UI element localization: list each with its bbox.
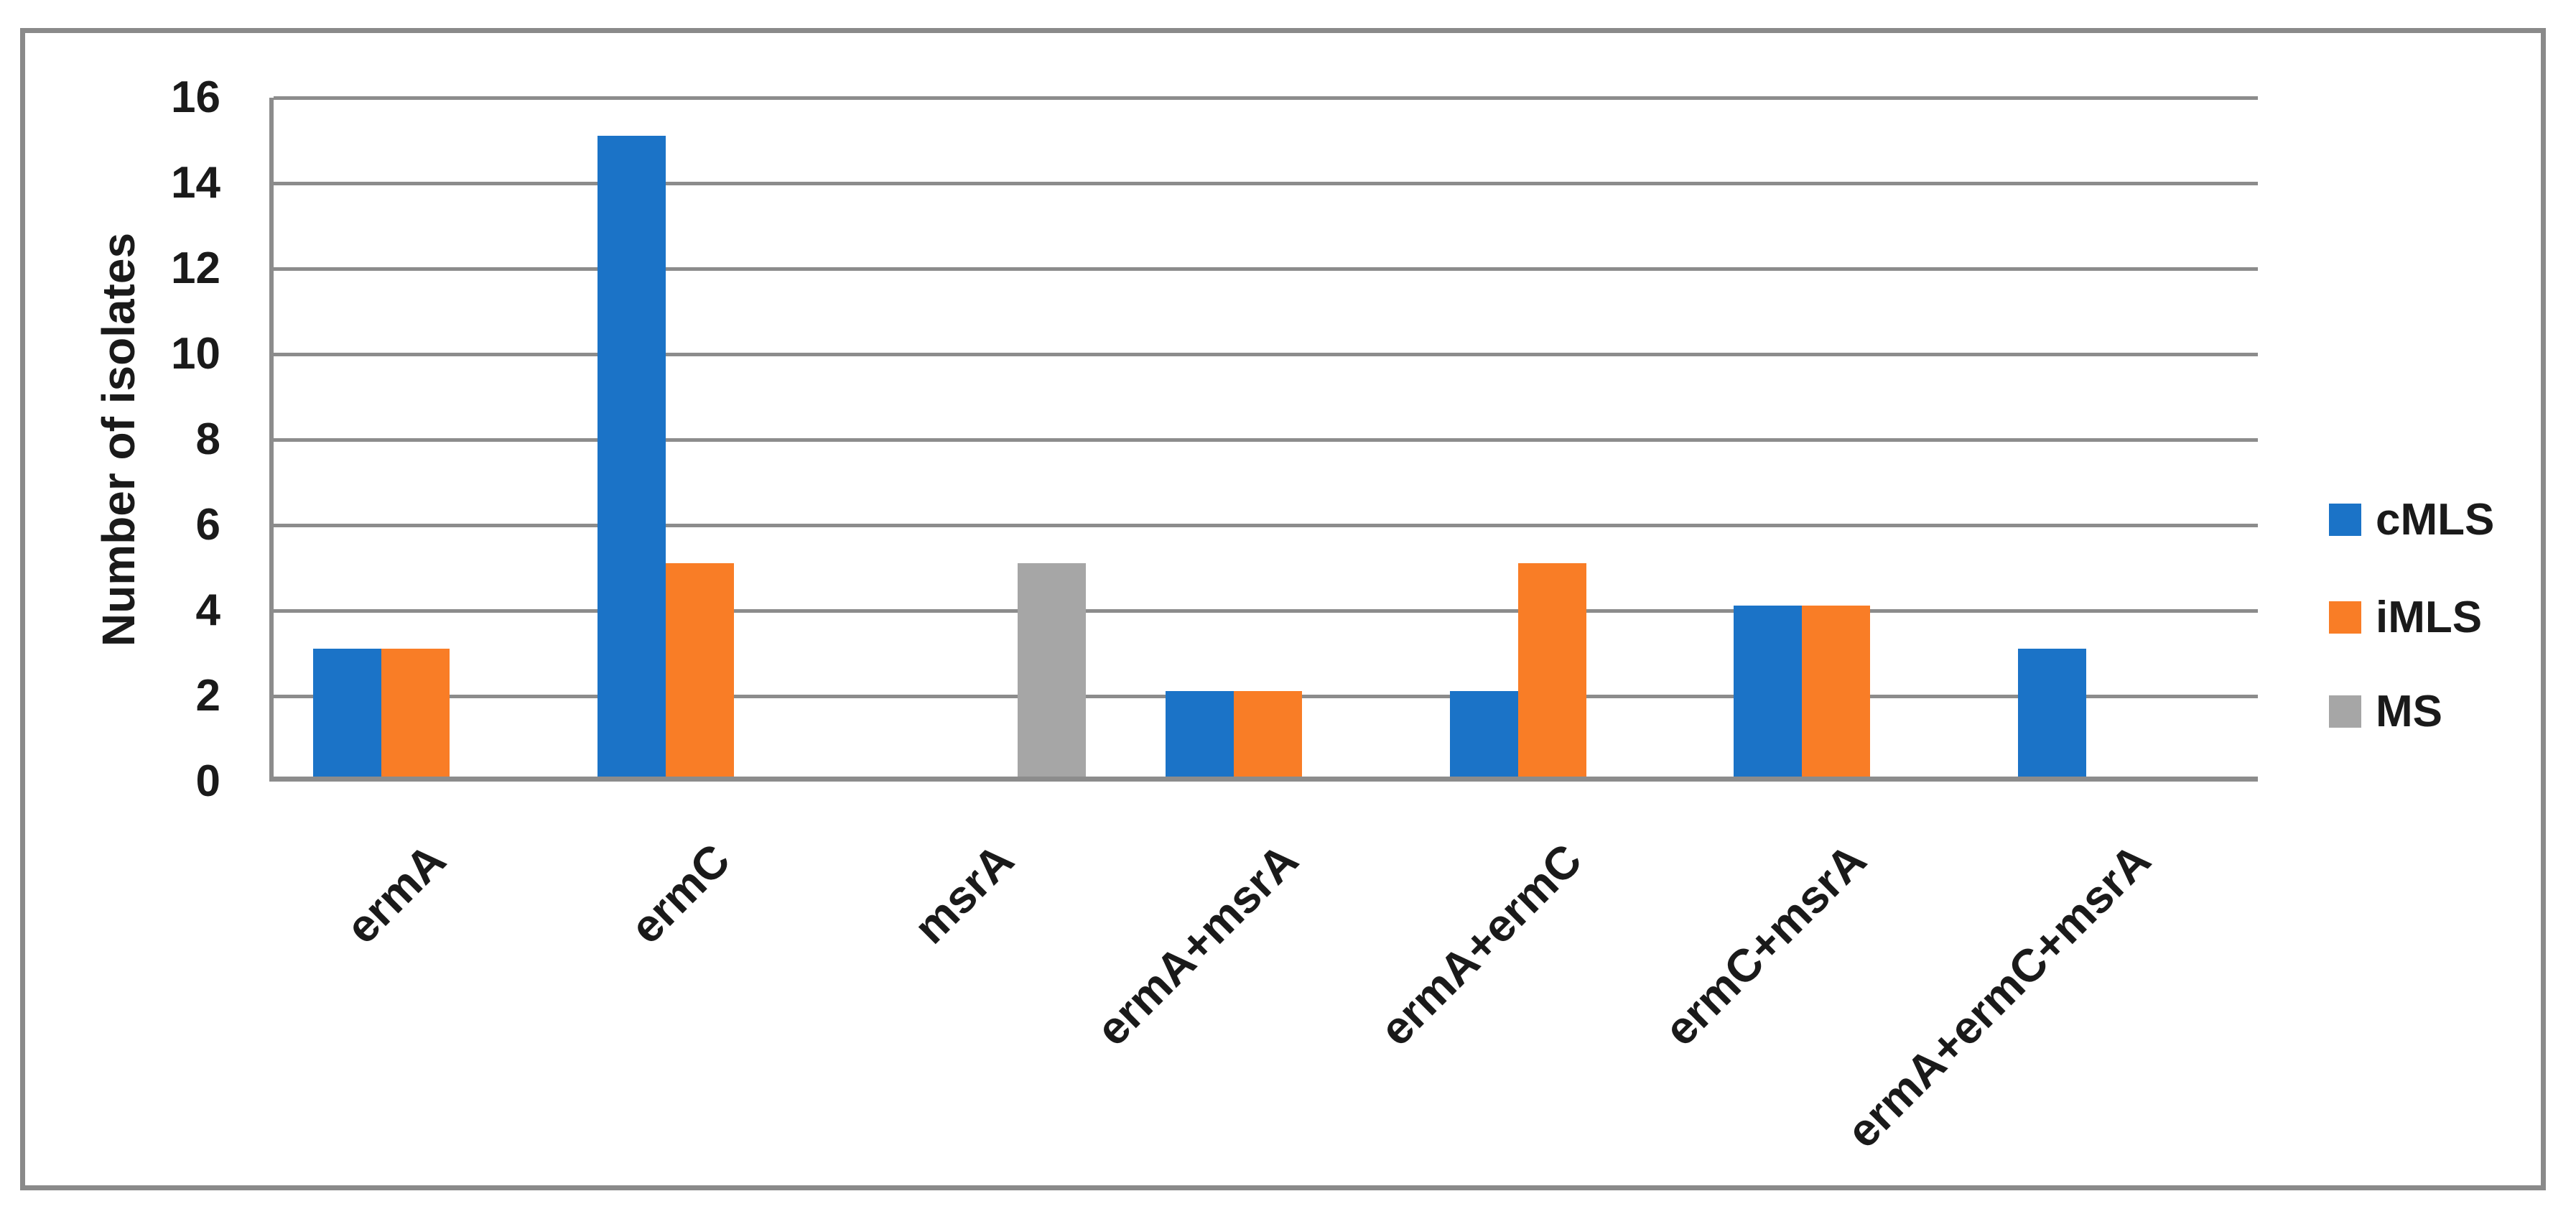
- legend-swatch-cMLS: [2329, 504, 2361, 536]
- category-group-ermC: [558, 98, 842, 777]
- category-group-ermC+msrA: [1694, 98, 1979, 777]
- category-group-ermA+ermC+msrA: [1978, 98, 2262, 777]
- y-tick-label-0: 0: [195, 756, 220, 806]
- gridline-y-10: [274, 353, 2258, 356]
- y-tick-label-6: 6: [195, 500, 220, 550]
- bar-cMLS-ermA: [313, 648, 382, 777]
- legend-label-iMLS: iMLS: [2376, 593, 2483, 642]
- legend-swatch-iMLS: [2329, 601, 2361, 634]
- gridline-y-6: [274, 524, 2258, 527]
- legend-swatch-MS: [2329, 695, 2361, 728]
- y-tick-label-2: 2: [195, 671, 220, 721]
- legend-item-iMLS: iMLS: [2329, 592, 2482, 643]
- bar-cMLS-ermA+ermC+msrA: [2017, 648, 2086, 777]
- bar-iMLS-ermA+msrA: [1233, 691, 1302, 777]
- bar-iMLS-ermC: [665, 562, 734, 777]
- category-group-ermA+msrA: [1126, 98, 1410, 777]
- category-group-msrA: [842, 98, 1126, 777]
- y-tick-label-8: 8: [195, 414, 220, 464]
- gridline-y-14: [274, 182, 2258, 185]
- plot-area: [269, 96, 2258, 782]
- y-tick-label-10: 10: [171, 329, 220, 379]
- y-tick-label-14: 14: [171, 158, 220, 208]
- bar-iMLS-ermA: [381, 648, 450, 777]
- gridline-y-4: [274, 609, 2258, 613]
- bar-cMLS-ermA+ermC: [1449, 691, 1518, 777]
- legend-item-MS: MS: [2329, 686, 2442, 737]
- bar-iMLS-ermC+msrA: [1802, 606, 1871, 777]
- category-group-ermA+ermC: [1410, 98, 1694, 777]
- gridline-y-16: [274, 96, 2258, 100]
- y-tick-label-16: 16: [171, 73, 220, 122]
- gridline-y-8: [274, 438, 2258, 442]
- bar-cMLS-ermA+msrA: [1165, 691, 1234, 777]
- category-group-ermA: [274, 98, 558, 777]
- legend-label-MS: MS: [2376, 687, 2442, 736]
- y-tick-label-4: 4: [195, 585, 220, 635]
- bar-cMLS-ermC: [597, 135, 666, 777]
- bar-cMLS-ermC+msrA: [1734, 606, 1803, 777]
- legend-item-cMLS: cMLS: [2329, 494, 2494, 545]
- bar-iMLS-ermA+ermC: [1517, 562, 1586, 777]
- gridline-y-12: [274, 267, 2258, 271]
- bar-MS-msrA: [1018, 562, 1087, 777]
- y-tick-label-12: 12: [171, 244, 220, 293]
- legend-label-cMLS: cMLS: [2376, 495, 2495, 545]
